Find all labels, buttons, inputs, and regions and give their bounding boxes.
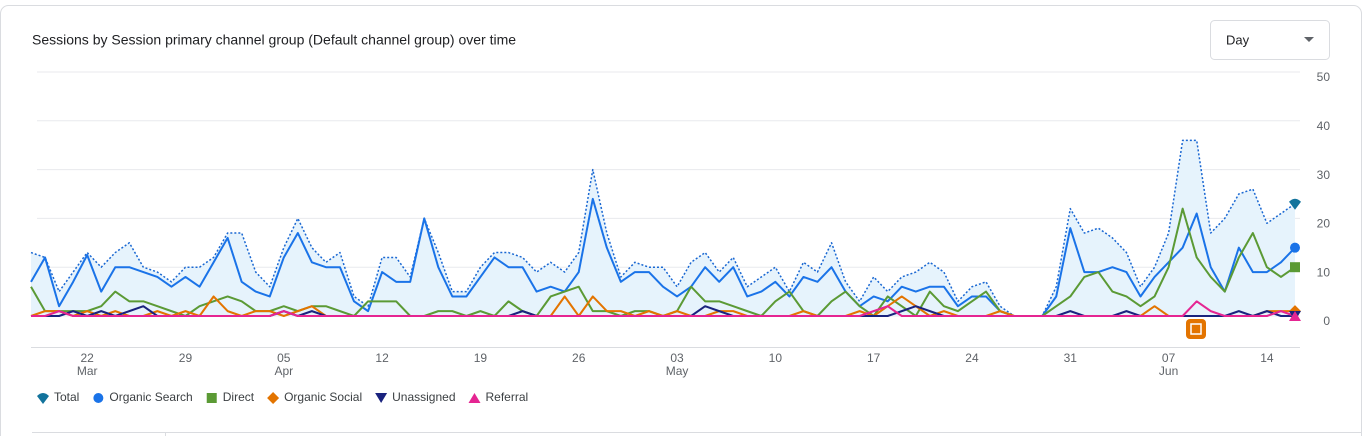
y-tick-label: 30 (1317, 168, 1331, 182)
legend-marker (206, 393, 217, 403)
end-marker (1290, 242, 1300, 253)
x-tick-label: 24 (965, 351, 979, 365)
legend-item[interactable]: Total (37, 390, 79, 404)
legend-item[interactable]: Organic Search (93, 390, 193, 404)
legend: Total Organic Search Direct Organic Social U… (37, 390, 528, 404)
x-month-label: Apr (274, 364, 293, 378)
x-tick-label: 26 (572, 351, 586, 365)
card (0, 5, 1362, 441)
legend-label: Referral (486, 390, 529, 404)
dropdown-box[interactable] (1210, 20, 1330, 60)
dropdown-arrow[interactable] (1304, 37, 1314, 42)
annotation-icon[interactable] (1186, 319, 1206, 339)
y-tick-label: 20 (1317, 217, 1331, 231)
legend-label: Total (54, 390, 79, 404)
y-tick-label: 50 (1317, 70, 1331, 84)
x-tick-label: 19 (474, 351, 488, 365)
x-month-label: May (666, 364, 689, 378)
period-dropdown[interactable]: Day (1210, 20, 1330, 60)
y-tick-label: 40 (1317, 119, 1331, 133)
y-tick-label: 0 (1323, 314, 1330, 328)
legend-label: Organic Search (109, 390, 192, 404)
legend-item[interactable]: Unassigned (375, 390, 456, 404)
x-tick-label: 29 (179, 351, 193, 365)
x-tick-label: 14 (1260, 351, 1274, 365)
legend-item[interactable]: Direct (206, 390, 255, 404)
end-marker (1289, 198, 1301, 210)
legend-marker (93, 393, 104, 403)
x-tick-label: 10 (769, 351, 783, 365)
legend-marker (267, 392, 280, 404)
x-tick-label: 03 (670, 351, 684, 365)
y-tick-label: 10 (1317, 265, 1331, 279)
x-tick-label: 05 (277, 351, 291, 365)
legend-item[interactable]: Organic Social (267, 390, 362, 404)
legend-label: Direct (223, 390, 255, 404)
dropdown-label[interactable]: Day (1226, 32, 1250, 47)
series-line (31, 300, 1296, 317)
series-line (30, 139, 1296, 317)
x-tick-label: 17 (867, 351, 881, 365)
legend-label: Organic Social (284, 390, 362, 404)
x-tick-label: 31 (1064, 351, 1078, 365)
legend-item[interactable]: Referral (468, 390, 529, 404)
x-month-label: Mar (77, 364, 98, 378)
series-line (30, 197, 1296, 317)
legend-marker (37, 393, 49, 404)
x-tick-label: 22 (80, 351, 94, 365)
annotation-box[interactable] (1186, 319, 1206, 339)
legend-marker (375, 393, 388, 403)
legend-marker (468, 393, 481, 403)
end-marker (1290, 262, 1300, 273)
chart-title: Sessions by Session primary channel grou… (32, 32, 516, 48)
x-tick-label: 12 (375, 351, 389, 365)
end-marker (1289, 311, 1301, 321)
legend-label: Unassigned (392, 390, 455, 404)
x-month-label: Jun (1159, 364, 1178, 378)
annotation-glyph[interactable] (1190, 323, 1202, 335)
series-area (31, 140, 1295, 316)
x-tick-label: 07 (1162, 351, 1176, 365)
